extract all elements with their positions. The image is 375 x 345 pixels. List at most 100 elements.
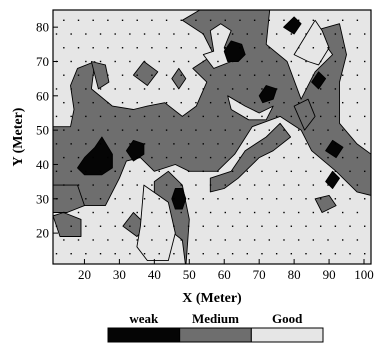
- legend-label-weak: weak: [129, 311, 159, 326]
- sample-point: [275, 225, 278, 227]
- sample-point: [334, 198, 337, 200]
- sample-point: [283, 101, 285, 104]
- sample-point: [312, 184, 315, 186]
- sample-point: [275, 33, 278, 35]
- region-weak: [283, 16, 302, 35]
- x-tick-label: 50: [183, 267, 196, 282]
- sample-point: [136, 211, 138, 214]
- sample-point: [253, 74, 256, 76]
- sample-point: [312, 101, 315, 104]
- sample-point: [85, 198, 87, 200]
- sample-point: [187, 143, 190, 145]
- sample-point: [77, 101, 80, 104]
- sample-point: [143, 170, 146, 173]
- sample-point: [63, 74, 65, 76]
- sample-point: [356, 239, 359, 241]
- sample-point: [349, 88, 351, 90]
- sample-point: [349, 33, 351, 35]
- sample-point: [305, 115, 307, 118]
- sample-point: [173, 33, 175, 35]
- sample-point: [151, 156, 153, 159]
- sample-point: [275, 88, 278, 90]
- sample-point: [55, 33, 58, 35]
- sample-point: [341, 156, 344, 159]
- sample-point: [290, 170, 293, 173]
- sample-point: [70, 88, 72, 90]
- sample-point: [364, 225, 366, 227]
- region-medium: [53, 10, 371, 213]
- region-medium: [53, 212, 82, 237]
- sample-point: [253, 156, 256, 159]
- sample-point: [297, 239, 300, 241]
- sample-point: [70, 253, 72, 255]
- sample-point: [275, 253, 278, 255]
- sample-point: [63, 156, 65, 159]
- sample-point: [246, 33, 248, 35]
- sample-point: [239, 74, 241, 76]
- sample-point: [283, 184, 285, 186]
- legend-swatch-good: [250, 327, 324, 343]
- sample-point: [70, 225, 72, 227]
- region-good: [227, 95, 274, 121]
- sample-point: [209, 156, 212, 159]
- sample-point: [327, 19, 329, 21]
- sample-point: [297, 211, 300, 214]
- sample-points: [55, 19, 366, 255]
- sample-point: [253, 211, 256, 214]
- sample-point: [239, 211, 241, 214]
- sample-point: [92, 239, 94, 241]
- region-weak: [258, 85, 278, 104]
- sample-point: [158, 225, 160, 227]
- sample-point: [305, 88, 307, 90]
- sample-point: [312, 47, 315, 49]
- sample-point: [312, 156, 315, 159]
- sample-point: [349, 60, 351, 63]
- sample-point: [297, 19, 300, 21]
- sample-point: [77, 211, 80, 214]
- sample-point: [99, 170, 102, 173]
- sample-point: [85, 60, 87, 63]
- sample-point: [165, 239, 168, 241]
- sample-point: [297, 156, 300, 159]
- sample-point: [85, 170, 87, 173]
- sample-point: [151, 101, 153, 104]
- sample-point: [202, 143, 204, 145]
- sample-point: [246, 143, 248, 145]
- sample-point: [217, 143, 219, 145]
- sample-point: [114, 60, 116, 63]
- region-weak: [311, 71, 327, 90]
- sample-point: [209, 129, 212, 131]
- sample-point: [319, 60, 322, 63]
- sample-point: [356, 129, 359, 131]
- sample-point: [297, 74, 300, 76]
- sample-point: [217, 33, 219, 35]
- sample-point: [202, 198, 204, 200]
- sample-point: [290, 60, 293, 63]
- sample-point: [312, 129, 315, 131]
- sample-point: [246, 253, 248, 255]
- x-tick-label: 70: [253, 267, 266, 282]
- sample-point: [253, 239, 256, 241]
- sample-point: [209, 211, 212, 214]
- region-good: [136, 184, 176, 262]
- sample-point: [239, 101, 241, 104]
- sample-point: [77, 19, 80, 21]
- sample-point: [341, 211, 344, 214]
- sample-point: [261, 198, 263, 200]
- sample-point: [290, 88, 293, 90]
- sample-point: [334, 253, 337, 255]
- sample-point: [180, 156, 182, 159]
- sample-point: [114, 33, 116, 35]
- sample-point: [312, 239, 315, 241]
- sample-point: [202, 88, 204, 90]
- region-medium: [53, 184, 85, 213]
- sample-point: [275, 170, 278, 173]
- sample-point: [239, 19, 241, 21]
- sample-point: [158, 198, 160, 200]
- sample-point: [107, 184, 109, 186]
- sample-point: [290, 143, 293, 145]
- sample-point: [305, 198, 307, 200]
- sample-point: [92, 101, 94, 104]
- sample-point: [129, 33, 131, 35]
- y-tick-label: 60: [36, 88, 49, 103]
